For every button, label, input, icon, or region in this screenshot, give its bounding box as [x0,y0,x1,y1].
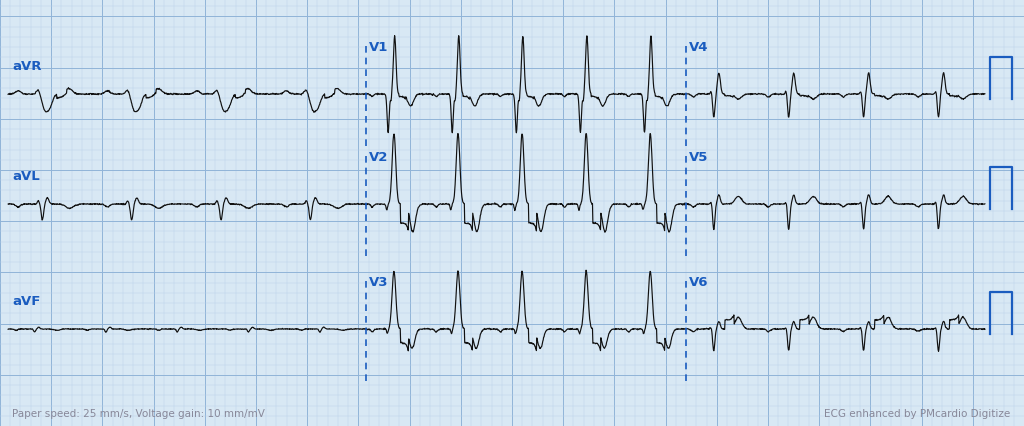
Text: aVR: aVR [12,60,42,73]
Text: Paper speed: 25 mm/s, Voltage gain: 10 mm/mV: Paper speed: 25 mm/s, Voltage gain: 10 m… [12,408,265,418]
Text: V6: V6 [689,275,709,288]
Text: ECG enhanced by PMcardio Digitize: ECG enhanced by PMcardio Digitize [823,408,1010,418]
Text: aVL: aVL [12,170,40,183]
Text: aVF: aVF [12,294,40,307]
Text: V3: V3 [369,275,388,288]
Text: V2: V2 [369,151,388,164]
Text: V4: V4 [689,41,709,54]
Text: V5: V5 [689,151,709,164]
Text: V1: V1 [369,41,388,54]
